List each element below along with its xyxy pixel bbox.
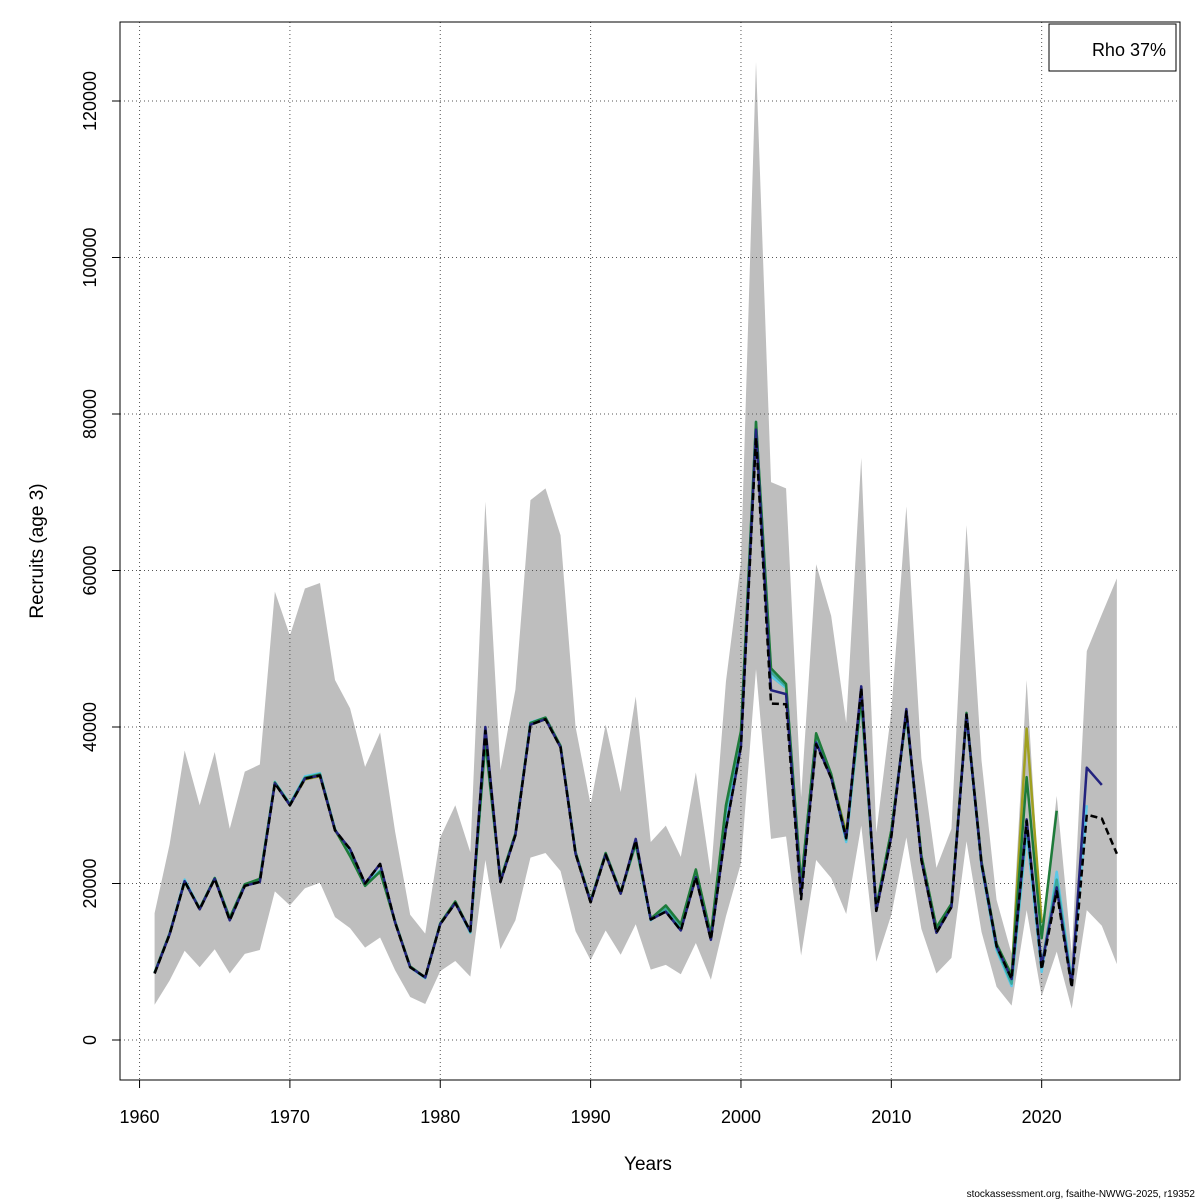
x-tick-label: 1980 (420, 1107, 460, 1127)
y-tick-label: 20000 (80, 858, 100, 908)
y-tick-label: 0 (80, 1035, 100, 1045)
x-axis-title: Years (624, 1154, 672, 1175)
y-tick-label: 60000 (80, 545, 100, 595)
x-tick-label: 1970 (270, 1107, 310, 1127)
y-tick-label: 100000 (80, 227, 100, 287)
x-tick-label: 1990 (571, 1107, 611, 1127)
y-axis-title: Recruits (age 3) (27, 483, 48, 618)
y-tick-label: 120000 (80, 71, 100, 131)
y-tick-label: 40000 (80, 702, 100, 752)
x-tick-label: 2010 (871, 1107, 911, 1127)
confidence-band (154, 61, 1117, 1009)
x-tick-label: 2000 (721, 1107, 761, 1127)
footer: stockassessment.org, fsaithe-NWWG-2025, … (967, 1189, 1196, 1200)
plot-frame (119, 21, 1181, 1081)
x-tick-label: 2020 (1022, 1107, 1062, 1127)
x-tick-label: 1960 (120, 1107, 160, 1127)
legend-box (1048, 23, 1177, 72)
series-line (153, 436, 1118, 989)
plot-area (120, 22, 1180, 1080)
y-tick-label: 80000 (80, 389, 100, 439)
annotation: Rho 37% (1092, 40, 1166, 60)
